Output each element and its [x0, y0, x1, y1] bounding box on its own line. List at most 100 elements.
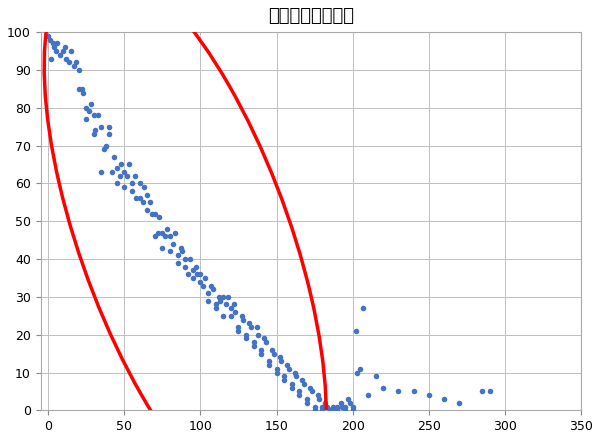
Point	[454, 399, 464, 406]
Point	[226, 304, 236, 312]
Point	[82, 104, 91, 111]
Point	[65, 59, 74, 66]
Point	[359, 304, 368, 312]
Point	[104, 123, 114, 130]
Point	[249, 342, 259, 349]
Point	[109, 154, 118, 161]
Point	[275, 354, 284, 361]
Point	[295, 388, 304, 395]
Point	[191, 263, 200, 270]
Point	[153, 229, 163, 236]
Point	[257, 346, 266, 353]
Point	[336, 399, 346, 406]
Point	[229, 301, 239, 308]
Point	[124, 161, 134, 168]
Point	[345, 399, 355, 406]
Point	[181, 263, 190, 270]
Point	[280, 373, 289, 380]
Point	[253, 331, 263, 338]
Point	[340, 403, 350, 410]
Point	[230, 308, 240, 315]
Point	[56, 51, 65, 58]
Point	[237, 312, 247, 319]
Point	[329, 407, 339, 414]
Point	[218, 293, 228, 301]
Point	[127, 180, 137, 187]
Point	[45, 36, 55, 43]
Point	[351, 327, 361, 334]
Point	[181, 256, 190, 263]
Point	[185, 256, 194, 263]
Point	[170, 229, 179, 236]
Point	[131, 195, 141, 202]
Point	[257, 350, 266, 357]
Point	[208, 286, 217, 293]
Point	[112, 165, 121, 172]
Point	[302, 396, 312, 403]
Point	[352, 369, 362, 376]
Point	[86, 100, 95, 107]
Point	[188, 267, 197, 274]
Point	[325, 407, 335, 414]
Point	[215, 297, 225, 304]
Point	[394, 388, 403, 395]
Point	[203, 290, 213, 297]
Point	[173, 259, 182, 266]
Point	[203, 297, 213, 304]
Point	[233, 327, 243, 334]
Point	[348, 403, 358, 410]
Point	[280, 377, 289, 384]
Point	[211, 301, 220, 308]
Point	[142, 191, 152, 198]
Point	[184, 271, 193, 278]
Point	[46, 55, 56, 62]
Point	[302, 399, 312, 406]
Point	[79, 89, 88, 96]
Point	[287, 380, 296, 387]
Point	[485, 388, 494, 395]
Point	[66, 48, 76, 55]
Point	[348, 407, 358, 414]
Point	[48, 40, 58, 47]
Point	[62, 55, 71, 62]
Point	[292, 373, 301, 380]
Point	[249, 339, 259, 346]
Point	[150, 210, 160, 217]
Point	[145, 199, 155, 206]
Point	[320, 399, 330, 406]
Point	[409, 388, 418, 395]
Point	[298, 377, 307, 384]
Title: 中和抗体値減少率: 中和抗体値減少率	[268, 7, 354, 25]
Point	[332, 407, 342, 414]
Point	[49, 44, 59, 51]
Point	[135, 195, 145, 202]
Point	[60, 44, 70, 51]
Point	[130, 172, 140, 180]
Point	[94, 112, 103, 119]
Point	[226, 312, 236, 319]
Point	[340, 407, 350, 414]
Point	[218, 312, 228, 319]
Point	[439, 396, 449, 403]
Point	[155, 214, 164, 221]
Point	[295, 392, 304, 399]
Point	[43, 32, 53, 39]
Point	[135, 180, 145, 187]
Point	[233, 323, 243, 330]
Point	[100, 146, 109, 153]
Point	[200, 275, 210, 282]
Point	[52, 40, 62, 47]
Point	[252, 323, 262, 330]
Point	[101, 142, 111, 149]
Point	[168, 240, 178, 247]
Point	[317, 407, 327, 414]
Point	[363, 392, 373, 399]
Point	[206, 282, 216, 289]
Point	[287, 384, 296, 391]
Point	[89, 131, 98, 138]
Point	[158, 229, 167, 236]
Point	[176, 244, 185, 251]
Point	[310, 407, 319, 414]
Point	[424, 392, 434, 399]
Point	[264, 358, 274, 365]
